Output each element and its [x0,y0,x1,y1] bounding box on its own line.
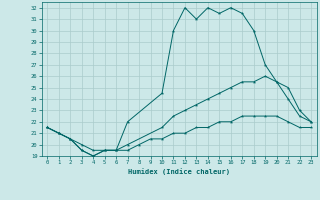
X-axis label: Humidex (Indice chaleur): Humidex (Indice chaleur) [128,168,230,175]
